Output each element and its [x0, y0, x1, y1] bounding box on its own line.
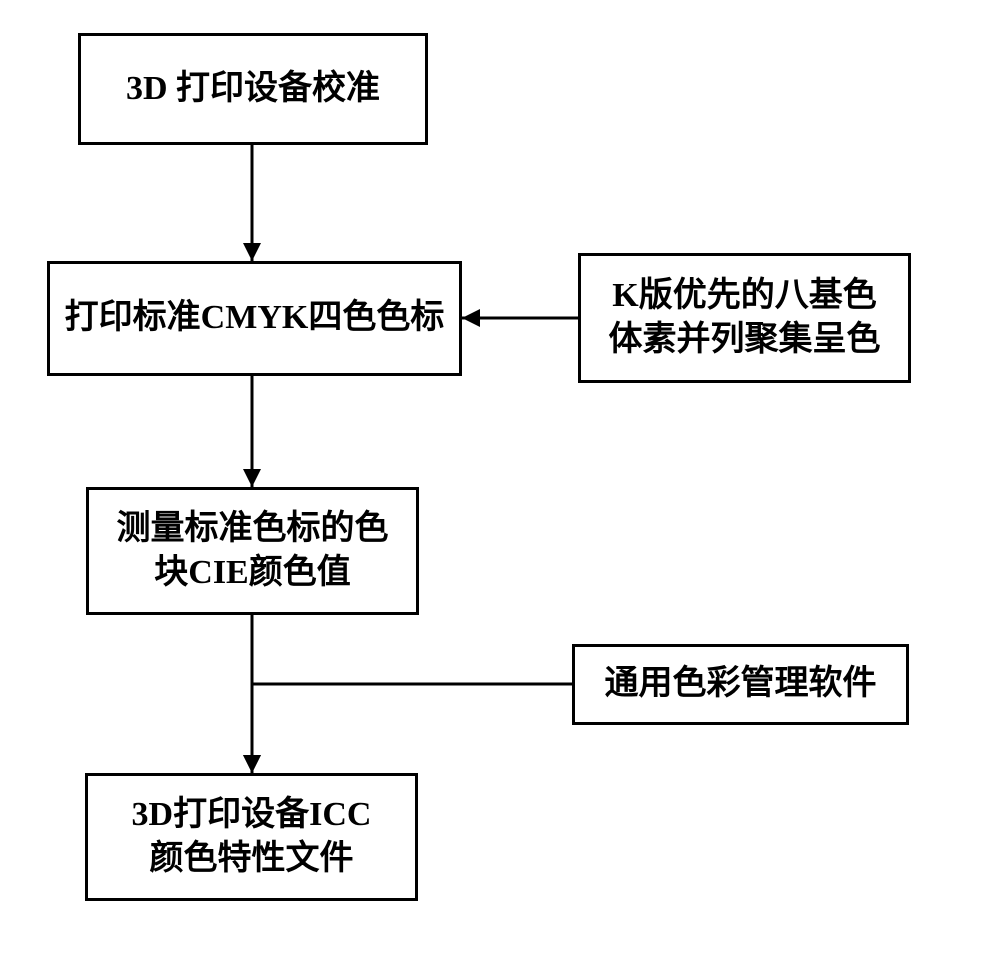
- node-label: 3D打印设备ICC颜色特性文件: [132, 793, 372, 881]
- node-label: K版优先的八基色体素并列聚集呈色: [609, 274, 881, 362]
- flowchart-node-n6: 3D打印设备ICC颜色特性文件: [85, 773, 418, 901]
- node-label: 测量标准色标的色块CIE颜色值: [117, 507, 389, 595]
- node-label: 3D 打印设备校准: [126, 67, 380, 111]
- flowchart-node-n4: 测量标准色标的色块CIE颜色值: [86, 487, 419, 615]
- flowchart-node-n2: 打印标准CMYK四色色标: [47, 261, 462, 376]
- flowchart-node-n3: K版优先的八基色体素并列聚集呈色: [578, 253, 911, 383]
- flowchart-node-n5: 通用色彩管理软件: [572, 644, 909, 725]
- edge-4: [252, 684, 572, 773]
- flowchart-node-n1: 3D 打印设备校准: [78, 33, 428, 145]
- node-label: 打印标准CMYK四色色标: [65, 296, 445, 340]
- flowchart-canvas: 3D 打印设备校准打印标准CMYK四色色标 K版优先的八基色体素并列聚集呈色测量标…: [0, 0, 982, 962]
- node-label: 通用色彩管理软件: [605, 662, 877, 706]
